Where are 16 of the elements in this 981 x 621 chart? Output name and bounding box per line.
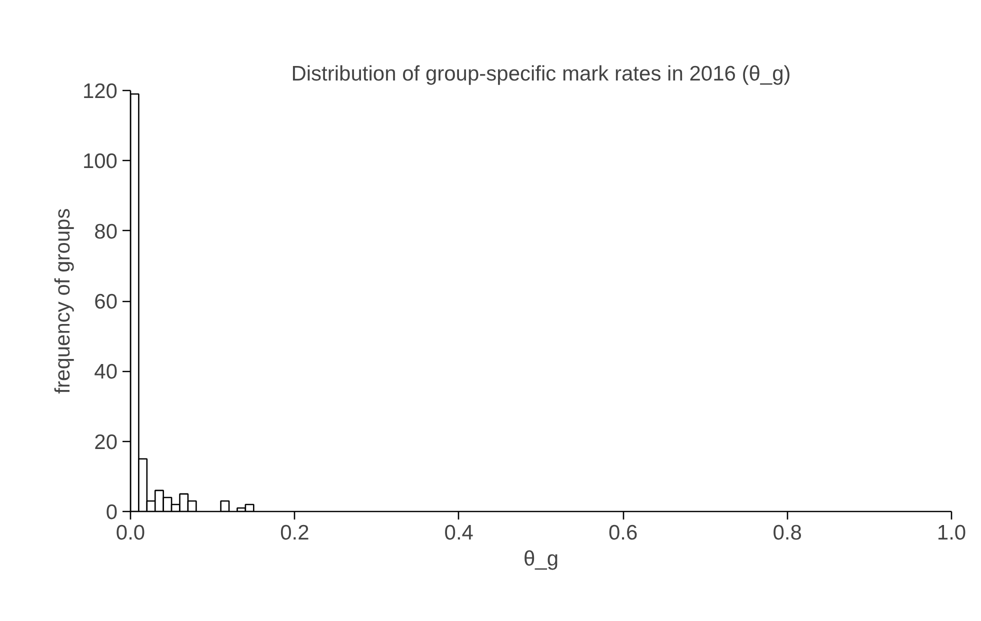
x-tick-label: 1.0 <box>936 522 966 544</box>
y-tick-label: 100 <box>82 150 118 174</box>
chart-title: Distribution of group-specific mark rates in 2016 (θ_g) <box>291 62 791 86</box>
y-tick-label: 40 <box>94 360 118 384</box>
x-tick-label: 0.4 <box>444 522 474 544</box>
y-axis-title: frequency of groups <box>51 208 74 394</box>
x-tick-label: 0.0 <box>116 522 146 544</box>
y-tick-label: 60 <box>94 290 118 314</box>
y-tick-label: 0 <box>106 501 118 524</box>
y-tick-label: 20 <box>94 430 118 454</box>
x-tick-label: 0.2 <box>280 522 310 544</box>
x-tick-label: 0.8 <box>772 522 802 544</box>
y-tick-label: 80 <box>94 220 118 244</box>
y-tick-label: 120 <box>82 80 118 103</box>
x-axis-title: θ_g <box>523 548 559 570</box>
x-tick-label: 0.6 <box>608 522 638 544</box>
